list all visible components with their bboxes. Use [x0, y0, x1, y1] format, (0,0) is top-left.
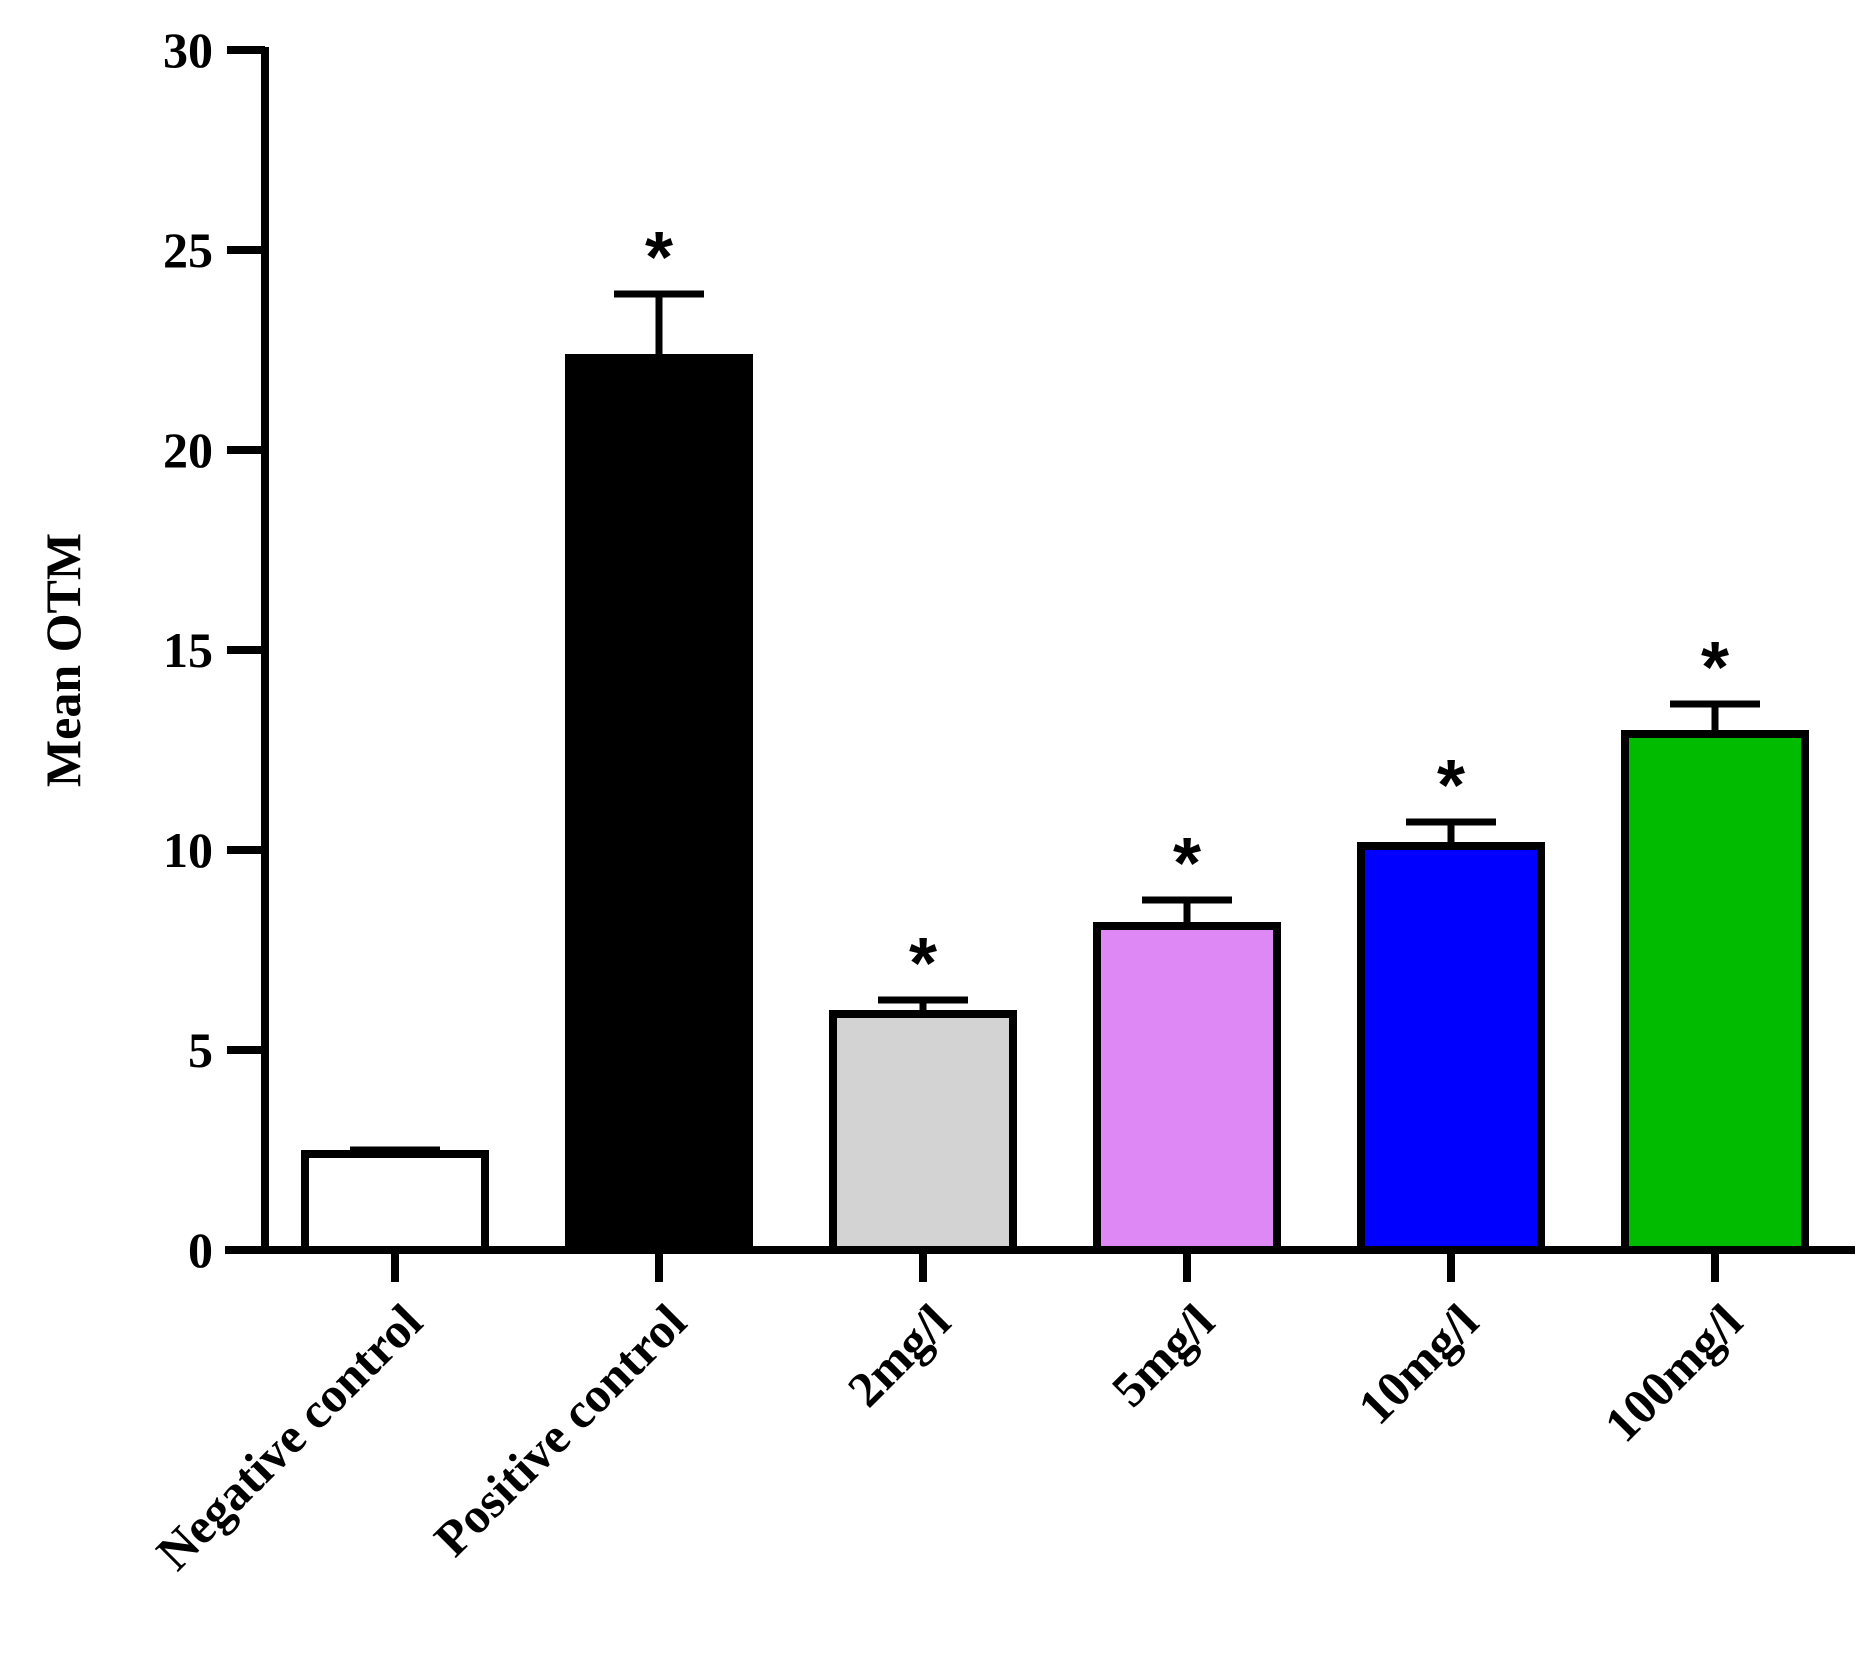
bar: [829, 1010, 1017, 1254]
significance-mark: *: [645, 218, 673, 298]
y-tick-label: 0: [188, 1222, 213, 1278]
y-tick-label: 15: [163, 622, 213, 678]
y-tick-label: 10: [163, 822, 213, 878]
x-tick-label: Positive control: [423, 1293, 697, 1567]
y-axis: 0 5 10 15 20 25 30: [163, 22, 269, 1278]
bar: [1093, 922, 1281, 1254]
y-tick-label: 20: [163, 422, 213, 478]
y-tick-label: 30: [163, 22, 213, 78]
bar: [1357, 842, 1545, 1254]
bar: [1621, 730, 1809, 1254]
significance-mark: *: [909, 924, 937, 1004]
y-tick-label: 25: [163, 222, 213, 278]
x-tick-label: 2mg/l: [837, 1293, 961, 1417]
y-tick-label: 5: [188, 1022, 213, 1078]
bars-group: * * * * *: [301, 218, 1809, 1254]
x-tick-label: 5mg/l: [1101, 1293, 1225, 1417]
significance-mark: *: [1437, 746, 1465, 826]
bar: [301, 1150, 489, 1254]
significance-mark: *: [1173, 824, 1201, 904]
x-tick-label: 10mg/l: [1347, 1293, 1489, 1435]
y-axis-label: Mean OTM: [35, 533, 91, 787]
x-tick-label: Negative control: [145, 1293, 432, 1580]
bar: [565, 354, 753, 1254]
x-tick-label: 100mg/l: [1593, 1293, 1752, 1452]
significance-mark: *: [1701, 628, 1729, 708]
